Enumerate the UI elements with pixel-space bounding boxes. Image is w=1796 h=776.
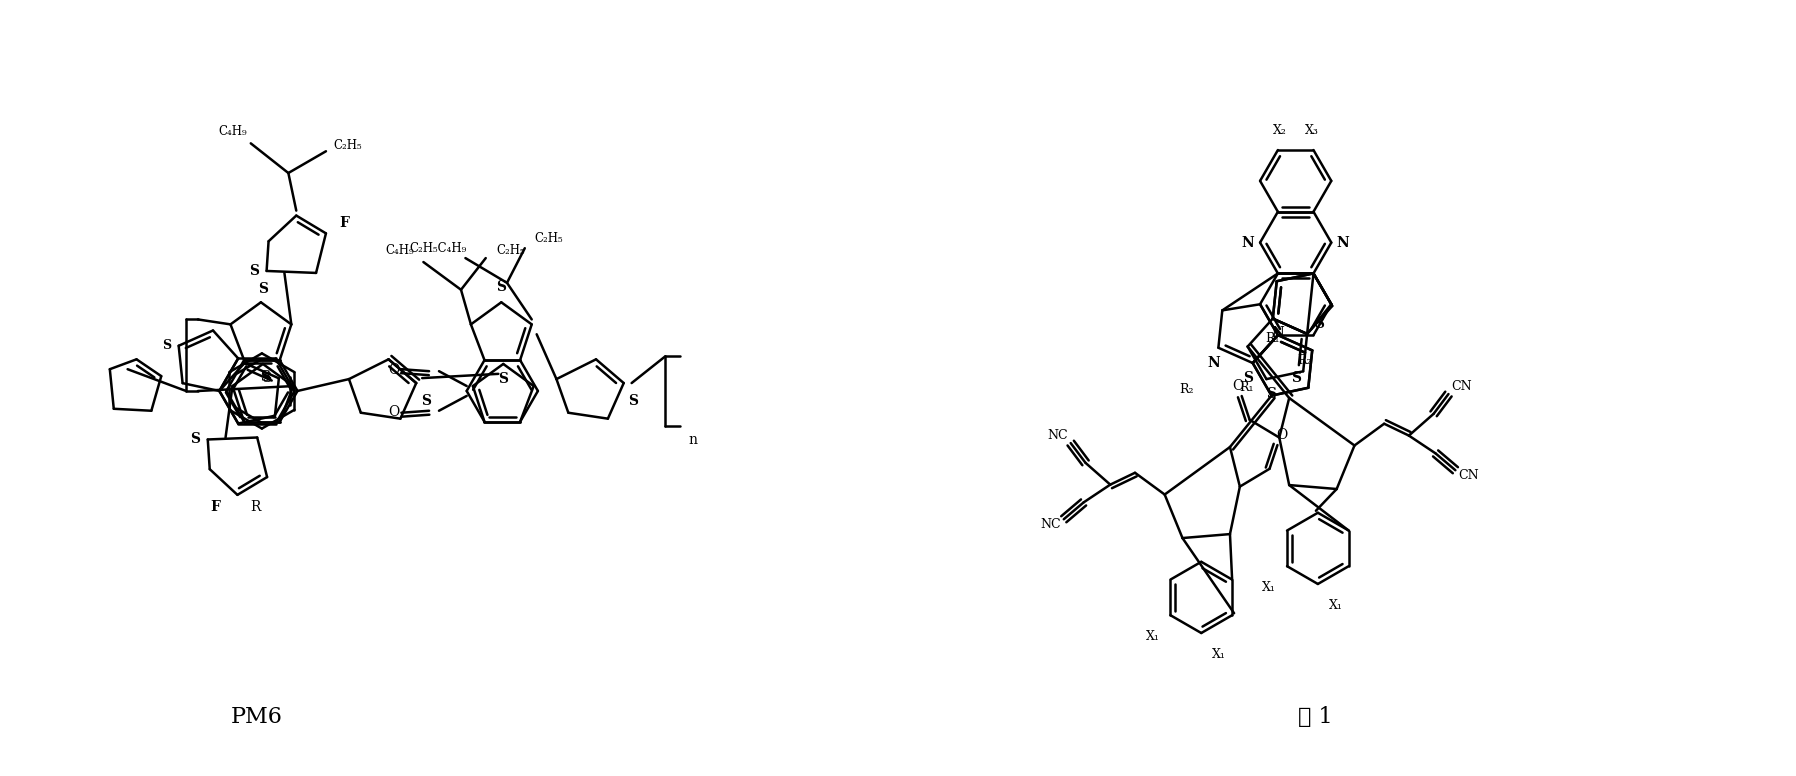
Text: S: S: [497, 372, 508, 386]
Text: PM6: PM6: [232, 706, 284, 729]
Text: C₄H₉: C₄H₉: [386, 244, 415, 257]
Text: CN: CN: [1451, 379, 1473, 393]
Text: R: R: [250, 500, 260, 514]
Text: NC: NC: [1040, 518, 1061, 531]
Text: S: S: [1291, 371, 1302, 385]
Text: S: S: [629, 394, 639, 408]
Text: R₂: R₂: [1180, 383, 1194, 396]
Text: O: O: [388, 405, 399, 419]
Text: S: S: [262, 372, 271, 385]
Text: X₁: X₁: [1212, 648, 1227, 661]
Text: F: F: [210, 500, 221, 514]
Text: O: O: [388, 363, 399, 377]
Text: X₂: X₂: [1273, 123, 1286, 137]
Text: R₁: R₁: [1239, 381, 1254, 394]
Text: S: S: [1266, 387, 1277, 401]
Text: X₁: X₁: [1329, 599, 1343, 612]
Text: S: S: [1243, 371, 1254, 385]
Text: N: N: [1336, 236, 1349, 250]
Text: 式 1: 式 1: [1299, 706, 1333, 729]
Text: F: F: [339, 217, 348, 230]
Text: N: N: [1241, 236, 1255, 250]
Text: X₃: X₃: [1304, 123, 1318, 137]
Text: O: O: [1232, 379, 1243, 393]
Text: S: S: [248, 264, 259, 278]
Text: S: S: [162, 339, 171, 352]
Text: N: N: [1207, 355, 1219, 369]
Text: C₂H₅: C₂H₅: [496, 244, 524, 257]
Text: S: S: [259, 282, 268, 296]
Text: R₂: R₂: [1297, 354, 1311, 367]
Text: S: S: [190, 432, 199, 446]
Text: S: S: [420, 394, 431, 408]
Text: X₁: X₁: [1146, 630, 1160, 643]
Text: O: O: [1275, 428, 1288, 442]
Text: C₄H₉: C₄H₉: [219, 125, 248, 138]
Text: S: S: [496, 280, 506, 294]
Text: CN: CN: [1458, 469, 1478, 482]
Text: S: S: [1315, 317, 1324, 331]
Text: S: S: [260, 370, 269, 384]
Text: N: N: [1272, 327, 1284, 341]
Text: C₂H₅: C₂H₅: [334, 139, 363, 152]
Text: C₂H₅: C₂H₅: [533, 232, 562, 244]
Text: C₂H₅C₄H₉: C₂H₅C₄H₉: [409, 241, 467, 255]
Text: NC: NC: [1047, 428, 1069, 442]
Text: R₁: R₁: [1264, 332, 1279, 345]
Text: X₁: X₁: [1263, 581, 1277, 594]
Text: n: n: [688, 434, 697, 448]
